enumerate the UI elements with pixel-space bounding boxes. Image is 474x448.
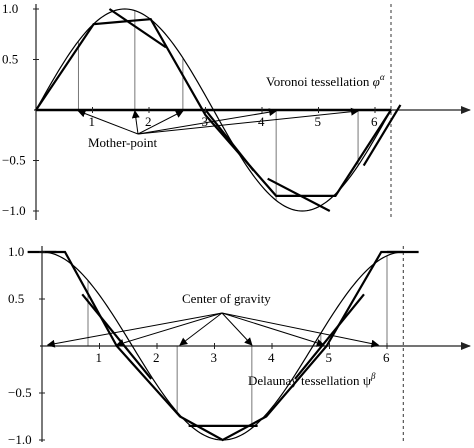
mother-point-arrow (137, 107, 360, 135)
x-tick-label: 6 (383, 350, 390, 365)
tessellation-polyline (42, 250, 404, 442)
y-tick-label: −1.0 (8, 432, 32, 447)
y-tick-label: 0.5 (2, 52, 18, 67)
top-extension-segments (108, 8, 402, 212)
y-tick-label: 1.0 (2, 1, 18, 16)
x-tick-label: 5 (315, 114, 322, 129)
x-tick-label: 3 (211, 350, 218, 365)
top-voronoi-polyline (35, 17, 392, 197)
mother-point-label: Mother-point (88, 135, 157, 150)
center-arrow (221, 312, 253, 346)
bottom-delaunay-polyline (42, 250, 404, 442)
top-sine-curve (35, 8, 392, 212)
center-arrow (115, 312, 223, 347)
curve-line (35, 8, 392, 212)
voronoi-caption: Voronoi tessellation φα (266, 72, 385, 89)
y-tick-label: 1.0 (8, 244, 24, 259)
center-arrow (46, 312, 223, 348)
top-tick-labels: 1 2 3 4 5 6 1.0 0.5 −0.5 −1.0 (2, 1, 378, 218)
x-tick-label: 1 (89, 114, 96, 129)
bottom-axes (40, 246, 471, 442)
center-arrow (179, 312, 223, 346)
x-tick-label: 5 (326, 350, 333, 365)
delaunay-caption: Delaunay tessellation ψβ (248, 371, 376, 388)
y-tick-label: 0.5 (8, 291, 24, 306)
delaunay-caption-text: Delaunay tessellation (248, 373, 360, 388)
extension-segment (204, 109, 255, 172)
x-tick-label: 2 (153, 350, 160, 365)
mother-point-arrow (131, 110, 140, 135)
delaunay-panel: 1 2 3 4 5 6 1.0 0.5 −0.5 −1.0 Center of gravity D… (8, 244, 471, 447)
bottom-tick-labels: 1 2 3 4 5 6 1.0 0.5 −0.5 −1.0 (8, 244, 390, 447)
top-droplines (77, 10, 359, 201)
x-tick-label: 4 (268, 350, 275, 365)
x-tick-label: 2 (145, 114, 152, 129)
voronoi-caption-symbol: φ (373, 74, 380, 89)
voronoi-caption-sup: α (380, 72, 385, 82)
top-axes (34, 4, 471, 220)
x-tick-label: 4 (258, 114, 265, 129)
top-mother-point-arrows (77, 107, 360, 135)
mother-point-arrow (137, 110, 184, 135)
extension-segment (362, 104, 402, 167)
extension-segment (267, 177, 331, 212)
x-tick-label: 3 (202, 114, 209, 129)
bottom-center-arrows (46, 312, 380, 348)
delaunay-caption-sup: β (370, 371, 376, 381)
y-tick-label: −1.0 (2, 203, 26, 218)
bottom-droplines (41, 252, 388, 429)
delaunay-caption-symbol: ψ (363, 373, 371, 388)
mother-point-arrow (137, 108, 278, 135)
center-arrow (221, 312, 380, 348)
extension-segment (81, 293, 153, 380)
extension-segment (108, 8, 167, 49)
center-arrow (221, 312, 325, 347)
voronoi-caption-text: Voronoi tessellation (266, 74, 370, 89)
bottom-extension-segments (27, 250, 419, 427)
center-of-gravity-label: Center of gravity (182, 291, 271, 306)
mother-point-arrow (77, 109, 139, 135)
tessellation-polyline (35, 17, 392, 197)
voronoi-panel: 1 2 3 4 5 6 1.0 0.5 −0.5 −1.0 Mother-point Vorono… (2, 1, 471, 220)
extension-segment (294, 293, 365, 380)
x-tick-label: 6 (371, 114, 378, 129)
x-tick-label: 1 (96, 350, 103, 365)
y-tick-label: −0.5 (2, 153, 26, 168)
y-tick-label: −0.5 (8, 385, 32, 400)
